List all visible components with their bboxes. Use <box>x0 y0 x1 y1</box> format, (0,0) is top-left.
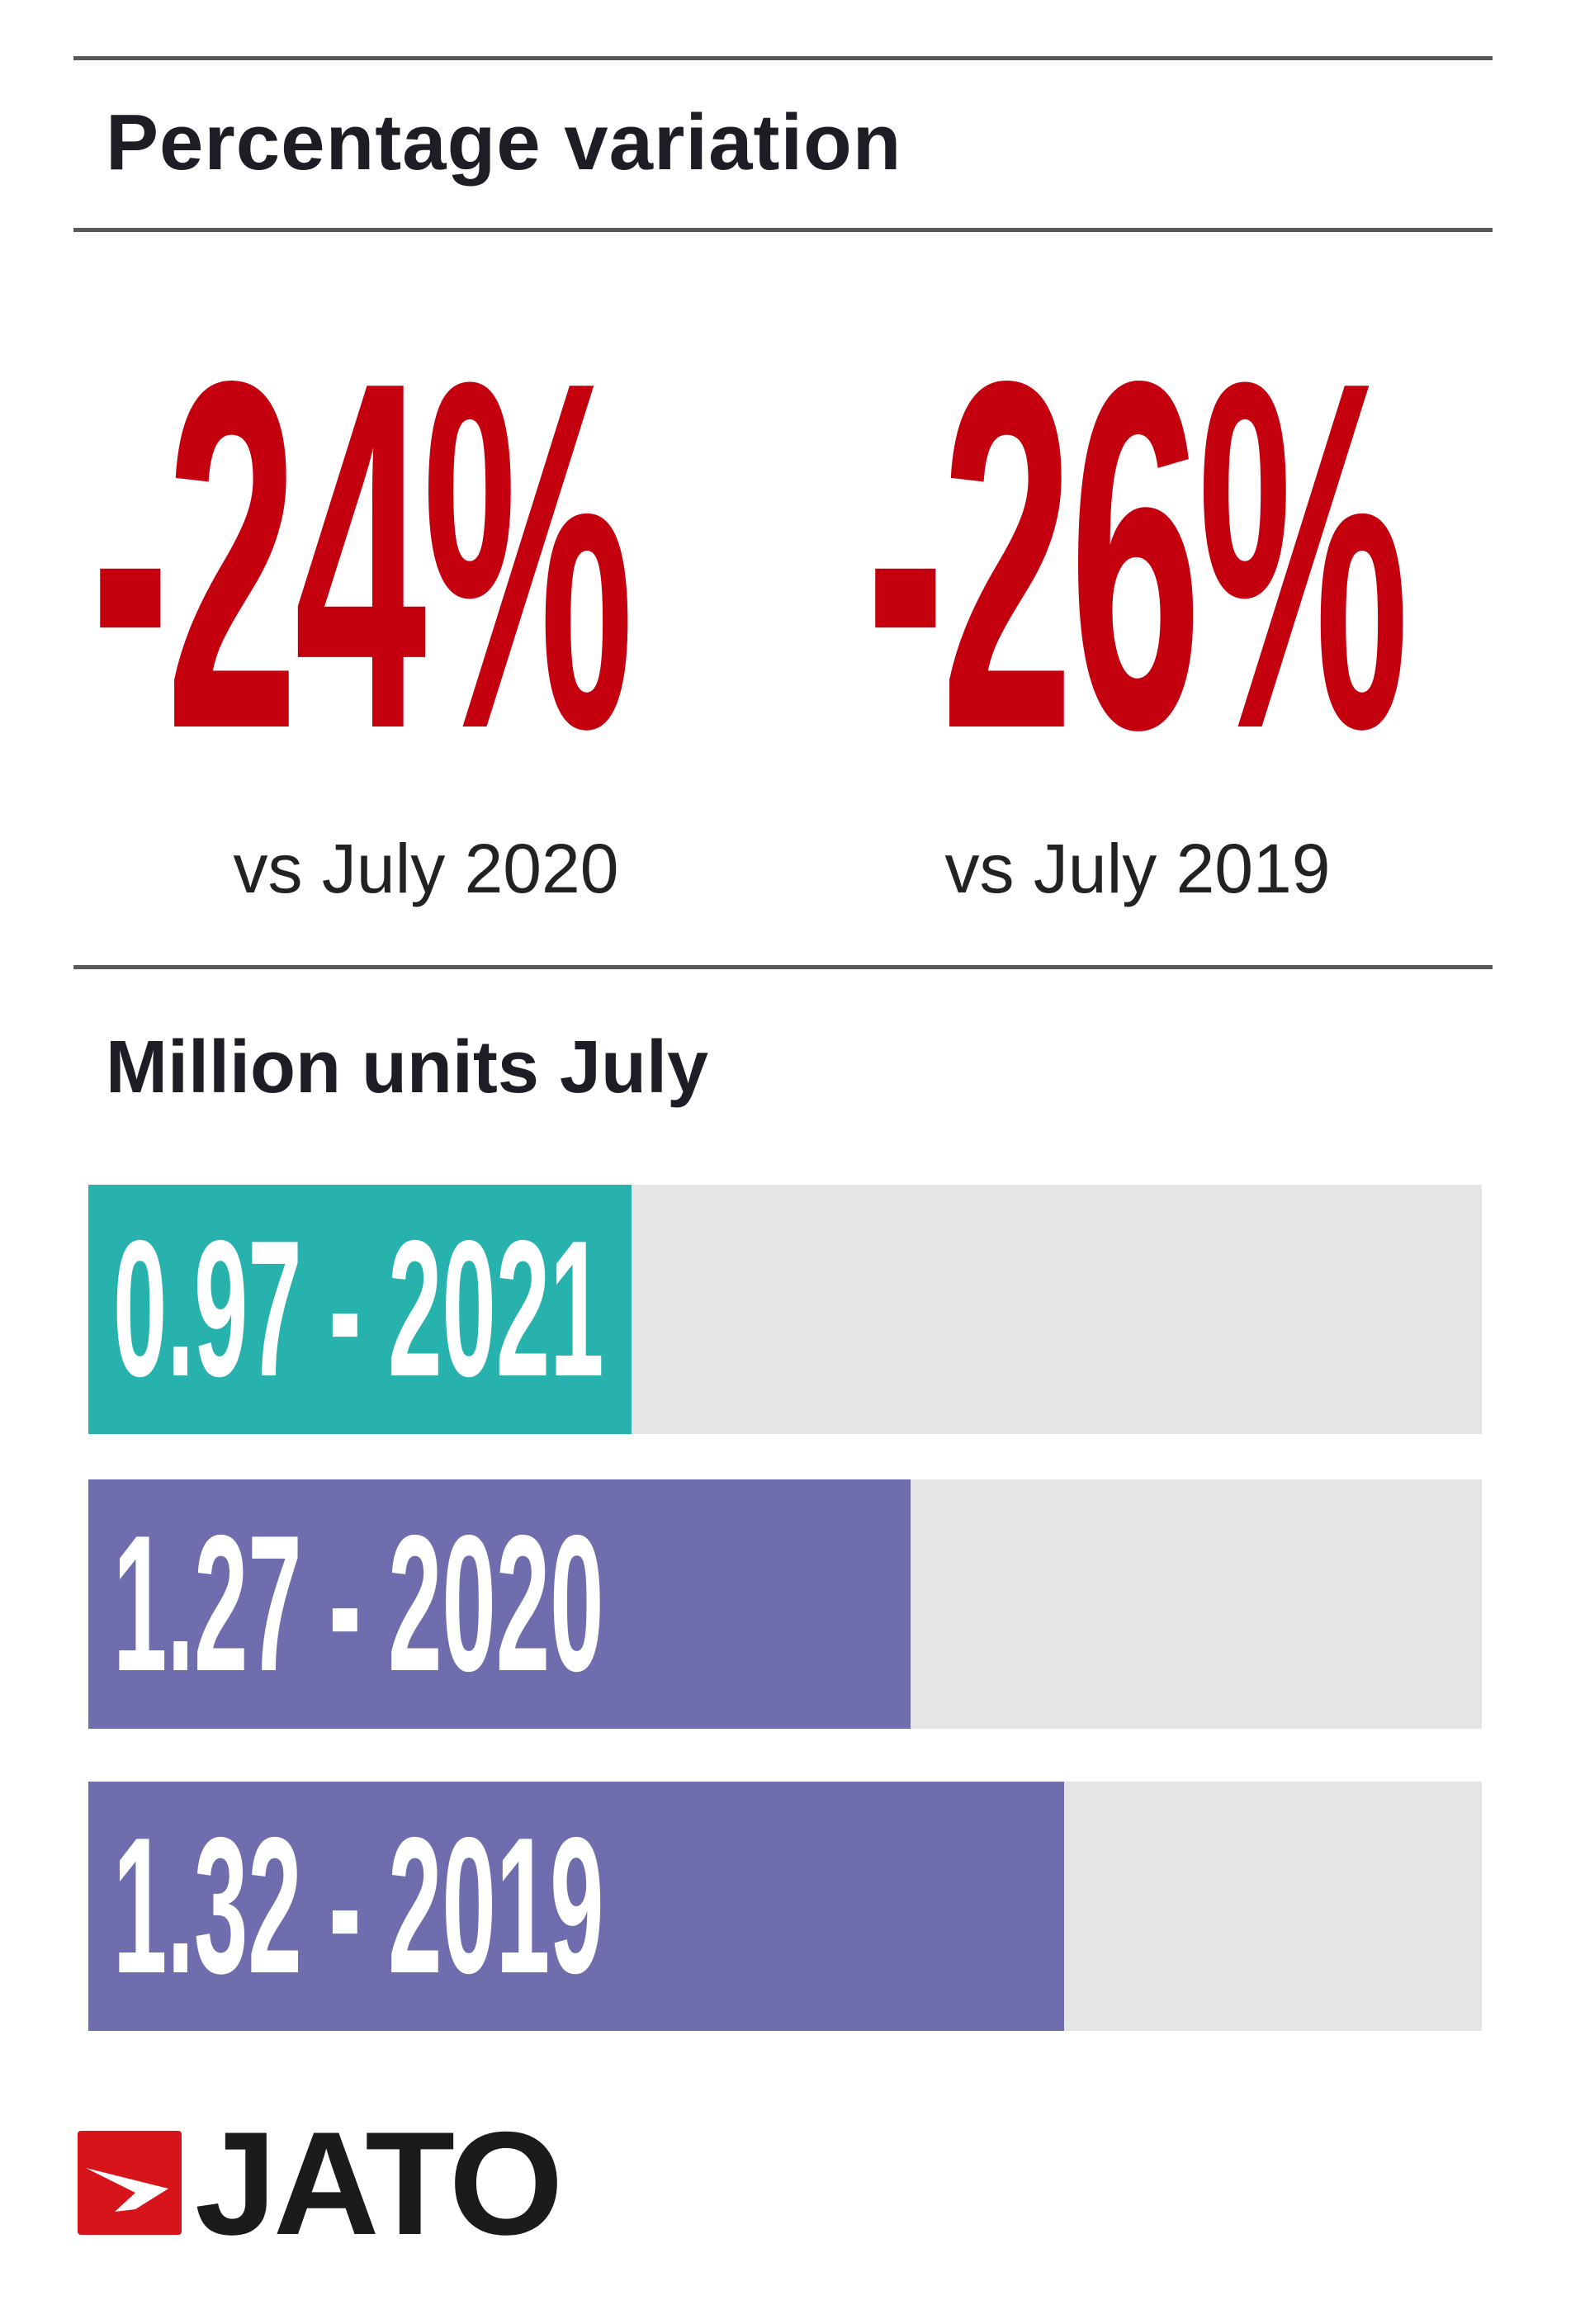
section-rule <box>73 965 1493 969</box>
page-title: Percentage variation <box>106 98 902 187</box>
variation-value-2019: -26% <box>866 279 1409 832</box>
variation-label-2020: vs July 2020 <box>233 830 619 907</box>
arrow-icon <box>86 2168 168 2212</box>
bar-label-2019: 1.32 - 2019 <box>113 1796 604 2014</box>
bar-track-2021: 0.97 - 2021 <box>88 1185 1482 1434</box>
bar-2019: 1.32 - 2019 <box>88 1782 1064 2031</box>
bar-label-2021: 0.97 - 2021 <box>113 1200 604 1417</box>
bar-2020: 1.27 - 2020 <box>88 1479 911 1729</box>
title-rule <box>73 228 1493 232</box>
bar-label-2020: 1.27 - 2020 <box>113 1494 604 1711</box>
bar-track-2019: 1.32 - 2019 <box>88 1782 1482 2031</box>
jato-logo-mark <box>78 2131 182 2235</box>
variation-label-2019: vs July 2019 <box>944 830 1331 907</box>
chart-title: Million units July <box>106 1026 709 1109</box>
bar-track-2020: 1.27 - 2020 <box>88 1479 1482 1729</box>
bar-2021: 0.97 - 2021 <box>88 1185 632 1434</box>
jato-logo-text: JATO <box>195 2101 563 2265</box>
variation-value-2020: -24% <box>91 279 634 832</box>
top-rule <box>73 56 1493 60</box>
